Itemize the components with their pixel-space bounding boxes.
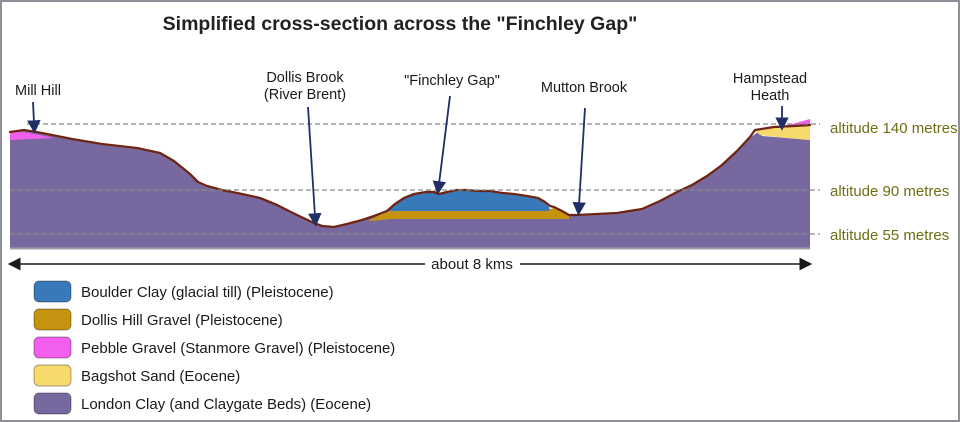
scale-label: about 8 kms: [431, 256, 513, 273]
hampstead-heath-label-line2: Heath: [751, 88, 790, 104]
finchley-gap-arrow: [432, 95, 451, 195]
layer-pebble-gravel-mill-hill: [10, 131, 54, 140]
legend: Boulder Clay (glacial till) (Pleistocene…: [33, 280, 395, 415]
layer-bagshot-sand: [755, 126, 810, 140]
layer-dollis-hill-gravel: [368, 208, 569, 221]
legend-label-dollis-hill-gravel: Dollis Hill Gravel (Pleistocene): [81, 312, 283, 329]
hampstead-heath-label-line1: Hampstead: [733, 71, 807, 87]
legend-swatch-dollis-hill-gravel: [33, 308, 72, 331]
altitude-label-140: altitude 140 metres: [830, 120, 958, 137]
layer-boulder-clay: [387, 191, 550, 212]
legend-swatch-bagshot-sand: [33, 364, 72, 387]
finchley-gap-label: "Finchley Gap": [404, 73, 500, 89]
legend-swatch-boulder-clay: [33, 280, 72, 303]
mutton-brook-label: Mutton Brook: [541, 80, 628, 96]
altitude-label-55: altitude 55 metres: [830, 227, 949, 244]
dollis-brook-label-line2: (River Brent): [264, 87, 346, 103]
legend-label-london-clay: London Clay (and Claygate Beds) (Eocene): [81, 396, 371, 413]
legend-swatch-london-clay: [33, 392, 72, 415]
mill-hill-arrow: [27, 101, 41, 134]
dollis-brook-arrow: [307, 106, 322, 227]
mutton-brook-arrow: [572, 107, 586, 216]
page-title: Simplified cross-section across the "Fin…: [163, 13, 638, 35]
mill-hill-label: Mill Hill: [15, 83, 61, 99]
legend-label-bagshot-sand: Bagshot Sand (Eocene): [81, 368, 240, 385]
layer-london-clay: [10, 131, 810, 248]
dollis-brook-label-line1: Dollis Brook: [266, 70, 344, 86]
legend-label-boulder-clay: Boulder Clay (glacial till) (Pleistocene…: [81, 284, 334, 301]
legend-label-pebble-gravel: Pebble Gravel (Stanmore Gravel) (Pleisto…: [81, 340, 395, 357]
legend-swatch-pebble-gravel: [33, 336, 72, 359]
altitude-label-90: altitude 90 metres: [830, 183, 949, 200]
